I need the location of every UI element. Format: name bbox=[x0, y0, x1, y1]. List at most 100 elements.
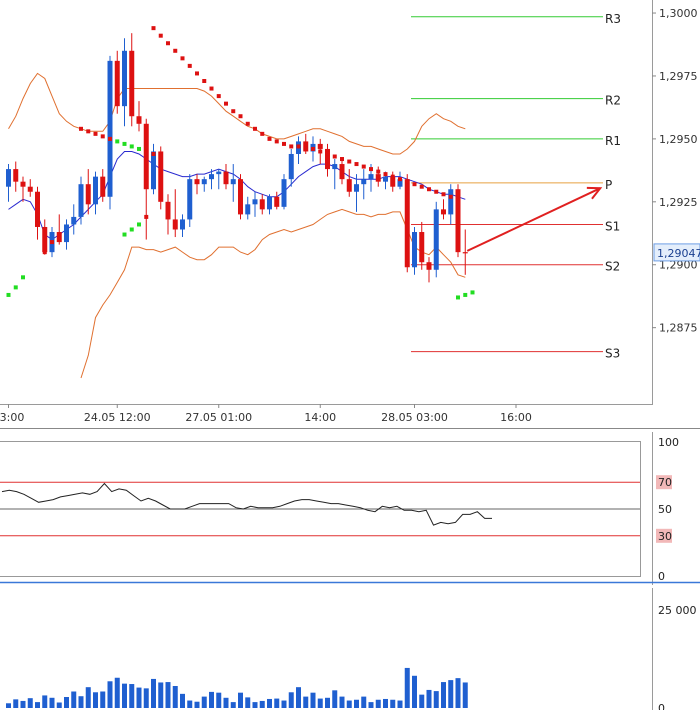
parabolic-sar-dot bbox=[398, 177, 402, 182]
volume-bar bbox=[107, 681, 113, 708]
candle-body bbox=[165, 201, 171, 220]
candle-body bbox=[216, 171, 222, 175]
candle-body bbox=[288, 153, 294, 180]
candle-body bbox=[346, 179, 352, 192]
volume-bar bbox=[230, 702, 236, 708]
volume-tick-label: 25 000 bbox=[658, 604, 697, 617]
parabolic-sar-dot bbox=[296, 144, 301, 149]
volume-bar bbox=[339, 696, 345, 708]
volume-bar bbox=[71, 691, 77, 708]
volume-bar bbox=[122, 683, 127, 708]
parabolic-sar-dot bbox=[79, 126, 83, 131]
candle-body bbox=[27, 186, 33, 192]
volume-bar bbox=[158, 682, 164, 708]
bollinger-lower-line bbox=[80, 208, 466, 379]
parabolic-sar-dot bbox=[100, 134, 105, 139]
candle-body bbox=[361, 179, 367, 185]
candle-body bbox=[252, 199, 258, 205]
volume-bar bbox=[151, 678, 156, 708]
candle-body bbox=[35, 191, 40, 227]
volume-bar bbox=[448, 680, 454, 708]
rsi-level-label-bg bbox=[656, 475, 672, 490]
candle-body bbox=[93, 176, 98, 205]
parabolic-sar-dot bbox=[166, 41, 170, 46]
volume-bar bbox=[368, 702, 374, 708]
parabolic-sar-dot bbox=[340, 157, 344, 162]
parabolic-sar-dot bbox=[325, 151, 330, 156]
parabolic-sar-dot bbox=[369, 167, 373, 172]
parabolic-sar-dot bbox=[383, 172, 388, 177]
forecast-arrow-line bbox=[466, 187, 601, 252]
parabolic-sar-dot bbox=[158, 33, 163, 38]
volume-bar bbox=[274, 698, 280, 708]
parabolic-sar-dot bbox=[405, 179, 410, 184]
parabolic-sar-dot bbox=[311, 146, 315, 151]
time-tick-label: 27.05 01:00 bbox=[185, 411, 252, 424]
candle-body bbox=[317, 143, 323, 149]
parabolic-sar-dot bbox=[122, 141, 127, 146]
parabolic-sar-dot bbox=[390, 174, 395, 179]
rsi-tick-label: 100 bbox=[658, 436, 679, 449]
pivot-label-s2: S2 bbox=[605, 260, 620, 274]
candle-body bbox=[143, 123, 149, 190]
candle-body bbox=[223, 171, 229, 185]
candle-body bbox=[230, 179, 236, 185]
volume-bar bbox=[267, 698, 272, 708]
parabolic-sar-dot bbox=[267, 136, 272, 141]
pivot-label-s1: S1 bbox=[605, 219, 620, 233]
parabolic-sar-dot bbox=[42, 250, 47, 255]
candle-body bbox=[201, 179, 207, 185]
pivot-label-p: P bbox=[605, 178, 612, 192]
candle-body bbox=[20, 181, 26, 187]
volume-bar bbox=[136, 687, 142, 708]
parabolic-sar-dot bbox=[21, 275, 25, 280]
parabolic-sar-dot bbox=[274, 139, 279, 144]
candle-body bbox=[71, 216, 77, 225]
volume-bar bbox=[252, 702, 258, 708]
volume-bar bbox=[223, 697, 229, 708]
parabolic-sar-dot bbox=[137, 222, 141, 227]
parabolic-sar-dot bbox=[253, 126, 257, 131]
bollinger-upper-line bbox=[8, 72, 466, 155]
parabolic-sar-dot bbox=[151, 151, 156, 156]
volume-bar bbox=[27, 698, 33, 708]
volume-bar bbox=[114, 677, 120, 708]
parabolic-sar-dot bbox=[282, 141, 286, 146]
volume-bar bbox=[288, 692, 294, 708]
volume-bar bbox=[375, 699, 381, 708]
volume-bar bbox=[455, 678, 461, 708]
parabolic-sar-dot bbox=[187, 63, 192, 68]
parabolic-sar-dot bbox=[115, 139, 120, 144]
parabolic-sar-dot bbox=[86, 129, 91, 134]
parabolic-sar-dot bbox=[412, 182, 417, 187]
volume-bar bbox=[85, 687, 91, 708]
volume-bar bbox=[433, 691, 439, 708]
candle-body bbox=[180, 219, 185, 230]
candle-body bbox=[383, 176, 388, 182]
volume-bar bbox=[93, 692, 98, 708]
rsi-tick-label: 50 bbox=[658, 503, 672, 516]
parabolic-sar-dot bbox=[441, 192, 446, 197]
volume-bar bbox=[303, 696, 309, 708]
volume-bar bbox=[354, 699, 359, 708]
candle-body bbox=[448, 189, 454, 215]
volume-bar bbox=[172, 686, 178, 708]
parabolic-sar-dot bbox=[209, 86, 214, 91]
candle-body bbox=[187, 179, 193, 220]
rsi-line bbox=[1, 482, 492, 526]
parabolic-sar-dot bbox=[224, 101, 228, 106]
parabolic-sar-dot bbox=[144, 214, 149, 219]
rsi-pane-background bbox=[0, 430, 700, 585]
parabolic-sar-dot bbox=[137, 146, 141, 151]
volume-bar bbox=[143, 688, 149, 708]
candle-body bbox=[13, 169, 19, 182]
rsi-tick-label: 0 bbox=[658, 570, 665, 583]
parabolic-sar-dot bbox=[173, 48, 178, 53]
volume-bar bbox=[383, 698, 388, 708]
parabolic-sar-dot bbox=[57, 232, 62, 237]
price-tick-label: 1,2925 bbox=[659, 196, 698, 209]
volume-bar bbox=[64, 697, 69, 708]
parabolic-sar-dot bbox=[50, 240, 54, 245]
candle-body bbox=[397, 179, 403, 187]
